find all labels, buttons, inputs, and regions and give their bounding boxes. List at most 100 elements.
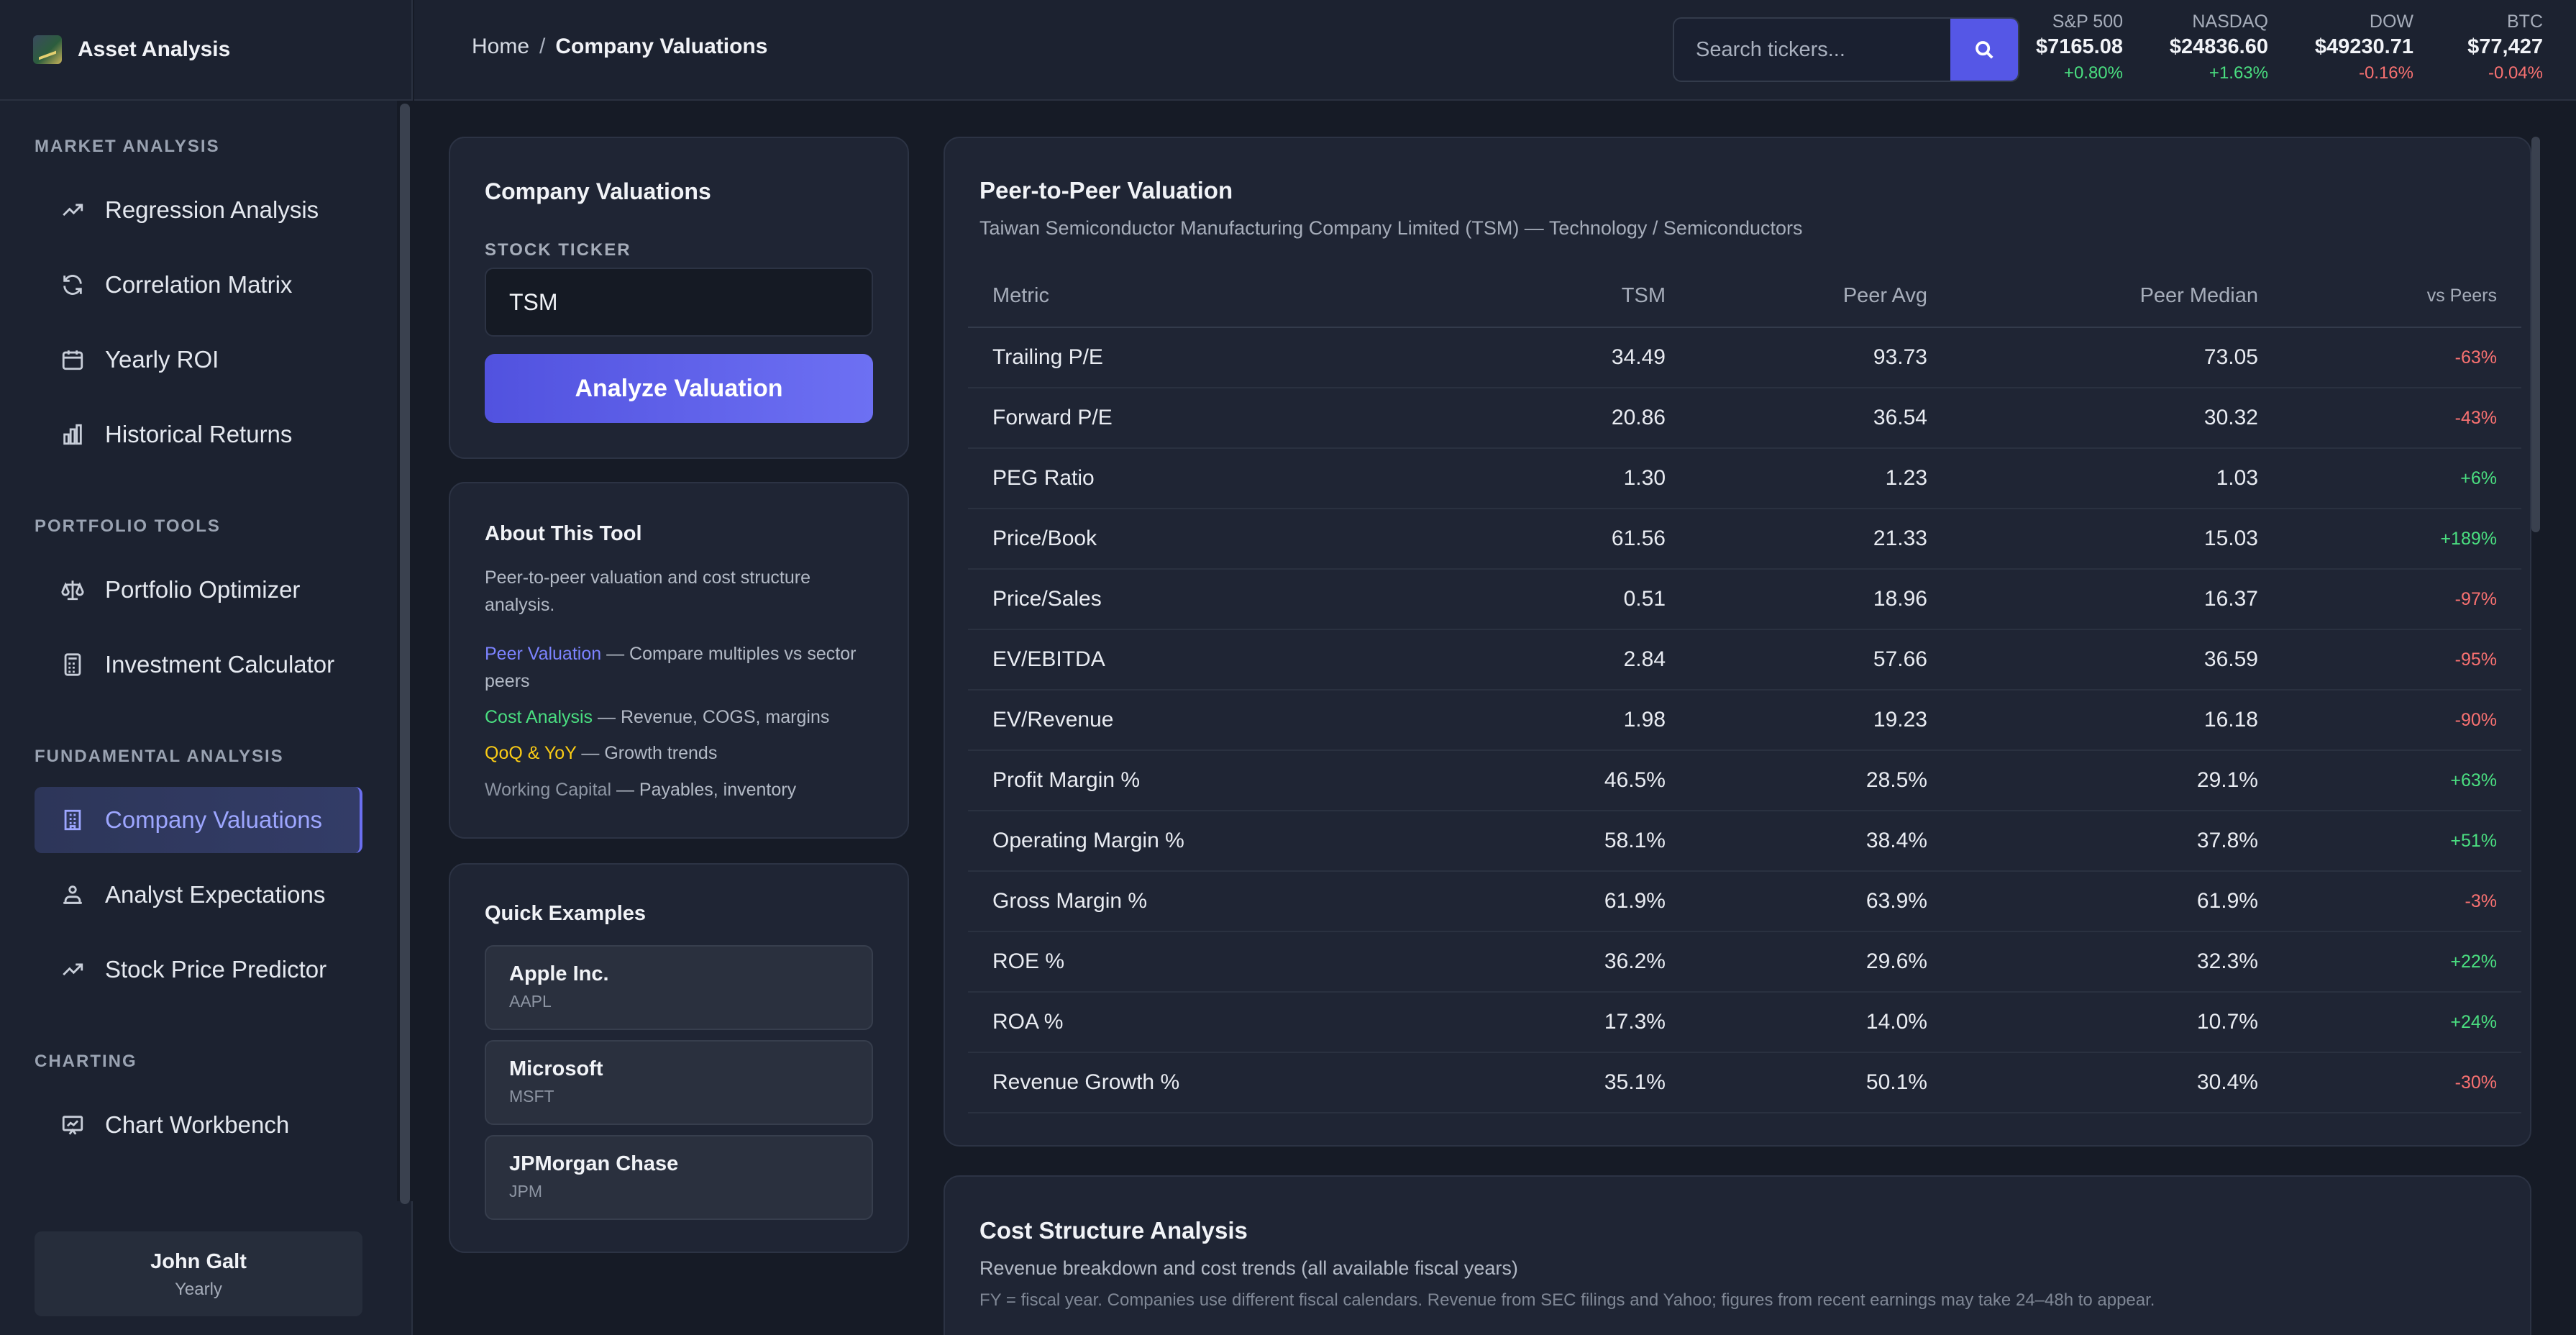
tsm-value-cell: 35.1% xyxy=(1604,1070,1666,1094)
ticker-change: +0.80% xyxy=(2063,63,2123,83)
table-header-row: Metric TSM Peer Avg Peer Median vs Peers xyxy=(968,265,2521,328)
sidebar-item-chart-workbench[interactable]: Chart Workbench xyxy=(35,1092,362,1158)
ticker-sp500[interactable]: S&P 500 $7165.08 +0.80% xyxy=(2036,12,2123,83)
feature-name: Peer Valuation xyxy=(485,644,602,664)
tsm-value-cell: 20.86 xyxy=(1611,406,1666,429)
peer-median-cell: 16.18 xyxy=(2203,708,2258,732)
peer-median-cell: 37.8% xyxy=(2196,829,2258,852)
column-header-tsm: TSM xyxy=(1621,283,1666,307)
peer-valuation-subtitle: Taiwan Semiconductor Manufacturing Compa… xyxy=(979,217,1803,239)
peer-median-cell: 1.03 xyxy=(2216,466,2258,490)
cost-structure-title: Cost Structure Analysis xyxy=(979,1217,1248,1244)
metric-cell: EV/Revenue xyxy=(992,708,1114,732)
column-header-metric: Metric xyxy=(992,283,1049,307)
example-apple[interactable]: Apple Inc. AAPL xyxy=(485,945,873,1030)
feature-desc: — Revenue, COGS, margins xyxy=(593,707,830,727)
feature-name: Cost Analysis xyxy=(485,707,593,727)
sidebar-item-regression-analysis[interactable]: Regression Analysis xyxy=(35,177,362,243)
metric-cell: Gross Margin % xyxy=(992,889,1148,913)
sidebar-item-correlation-matrix[interactable]: Correlation Matrix xyxy=(35,252,362,318)
sidebar-item-historical-returns[interactable]: Historical Returns xyxy=(35,401,362,468)
breadcrumb-home-link[interactable]: Home xyxy=(472,35,530,58)
ticker-field[interactable] xyxy=(485,268,873,337)
sidebar-item-label: Yearly ROI xyxy=(105,346,219,373)
ticker-price: $49230.71 xyxy=(2314,35,2413,58)
feature-desc: — Payables, inventory xyxy=(611,780,797,800)
sidebar-item-yearly-roi[interactable]: Yearly ROI xyxy=(35,327,362,393)
building-icon xyxy=(59,806,86,834)
peer-avg-cell: 36.54 xyxy=(1873,406,1927,429)
analyst-icon xyxy=(59,881,86,908)
tsm-value-cell: 2.84 xyxy=(1623,647,1666,671)
tsm-value-cell: 1.98 xyxy=(1623,708,1666,732)
peer-avg-cell: 21.33 xyxy=(1873,527,1927,550)
brand[interactable]: Asset Analysis xyxy=(0,0,411,101)
peer-avg-cell: 50.1% xyxy=(1865,1070,1927,1094)
table-row: Forward P/E 20.86 36.54 30.32 -43% xyxy=(968,388,2521,449)
sidebar-item-stock-price-predictor[interactable]: Stock Price Predictor xyxy=(35,937,362,1003)
vs-peers-cell: +189% xyxy=(2440,528,2497,549)
user-card[interactable]: John Galt Yearly xyxy=(35,1231,362,1316)
ticker-name: BTC xyxy=(2507,12,2543,32)
search-button[interactable] xyxy=(1950,19,2018,81)
form-title: Company Valuations xyxy=(485,178,711,204)
tsm-value-cell: 58.1% xyxy=(1604,829,1666,852)
refresh-icon xyxy=(59,271,86,299)
cost-structure-subtitle: Revenue breakdown and cost trends (all a… xyxy=(979,1257,1518,1279)
valuation-form-card: Company Valuations STOCK TICKER Analyze … xyxy=(449,137,909,459)
ticker-change: -0.16% xyxy=(2358,63,2413,83)
sidebar-item-label: Historical Returns xyxy=(105,421,293,447)
sidebar-item-analyst-expectations[interactable]: Analyst Expectations xyxy=(35,862,362,928)
ticker-field-label: STOCK TICKER xyxy=(485,240,631,260)
tsm-value-cell: 1.30 xyxy=(1623,466,1666,490)
peer-avg-cell: 63.9% xyxy=(1865,889,1927,913)
examples-title: Quick Examples xyxy=(485,902,647,925)
peer-avg-cell: 1.23 xyxy=(1885,466,1927,490)
sidebar-nav: MARKET ANALYSIS Regression Analysis Corr… xyxy=(0,101,394,1201)
sidebar-item-company-valuations[interactable]: Company Valuations xyxy=(35,787,362,853)
sidebar: Asset Analysis MARKET ANALYSIS Regressio… xyxy=(0,0,413,1335)
app-title: Asset Analysis xyxy=(78,37,231,61)
metric-cell: EV/EBITDA xyxy=(992,647,1105,671)
feature-qoq-yoy: QoQ & YoY — Growth trends xyxy=(485,739,873,767)
example-microsoft[interactable]: Microsoft MSFT xyxy=(485,1040,873,1125)
ticker-dow[interactable]: DOW $49230.71 -0.16% xyxy=(2315,12,2413,83)
sidebar-item-portfolio-optimizer[interactable]: Portfolio Optimizer xyxy=(35,557,362,623)
ticker-nasdaq[interactable]: NASDAQ $24836.60 +1.63% xyxy=(2170,12,2268,83)
app-logo-icon xyxy=(33,35,62,64)
feature-desc: — Growth trends xyxy=(576,743,718,763)
table-row: Gross Margin % 61.9% 63.9% 61.9% -3% xyxy=(968,872,2521,932)
example-jpmorgan[interactable]: JPMorgan Chase JPM xyxy=(485,1135,873,1220)
vs-peers-cell: -30% xyxy=(2454,1072,2497,1093)
sidebar-item-label: Regression Analysis xyxy=(105,196,319,223)
sidebar-item-investment-calculator[interactable]: Investment Calculator xyxy=(35,632,362,698)
table-row: EV/EBITDA 2.84 57.66 36.59 -95% xyxy=(968,630,2521,691)
ticker-btc[interactable]: BTC $77,427 -0.04% xyxy=(2467,12,2543,83)
sidebar-scrollbar-thumb[interactable] xyxy=(400,104,410,1204)
column-header-peer-median: Peer Median xyxy=(2139,283,2258,307)
section-title-market-analysis: MARKET ANALYSIS xyxy=(35,137,220,156)
tsm-value-cell: 0.51 xyxy=(1623,587,1666,611)
sidebar-item-label: Investment Calculator xyxy=(105,651,335,678)
peer-valuation-table: Metric TSM Peer Avg Peer Median vs Peers… xyxy=(968,265,2521,1113)
calculator-icon xyxy=(59,651,86,678)
vs-peers-cell: +22% xyxy=(2450,951,2497,972)
search-icon xyxy=(1976,41,1993,59)
sidebar-item-label: Company Valuations xyxy=(105,806,323,833)
table-row: Profit Margin % 46.5% 28.5% 29.1% +63% xyxy=(968,751,2521,811)
quick-examples-card: Quick Examples Apple Inc. AAPL Microsoft… xyxy=(449,863,909,1253)
peer-avg-cell: 18.96 xyxy=(1873,587,1927,611)
metric-cell: Operating Margin % xyxy=(992,829,1184,852)
vs-peers-cell: +51% xyxy=(2450,830,2497,851)
search-input[interactable] xyxy=(1674,19,1952,81)
example-name: JPMorgan Chase xyxy=(509,1152,679,1175)
sidebar-item-label: Chart Workbench xyxy=(105,1111,290,1138)
vs-peers-cell: -95% xyxy=(2454,649,2497,670)
peer-median-cell: 30.4% xyxy=(2196,1070,2258,1094)
about-tool-card: About This Tool Peer-to-peer valuation a… xyxy=(449,482,909,839)
main-scrollbar-thumb[interactable] xyxy=(2531,137,2540,532)
peer-median-cell: 73.05 xyxy=(2203,345,2258,369)
ticker-price: $77,427 xyxy=(2467,35,2543,58)
user-name: John Galt xyxy=(150,1250,247,1273)
analyze-valuation-button[interactable]: Analyze Valuation xyxy=(485,354,873,423)
